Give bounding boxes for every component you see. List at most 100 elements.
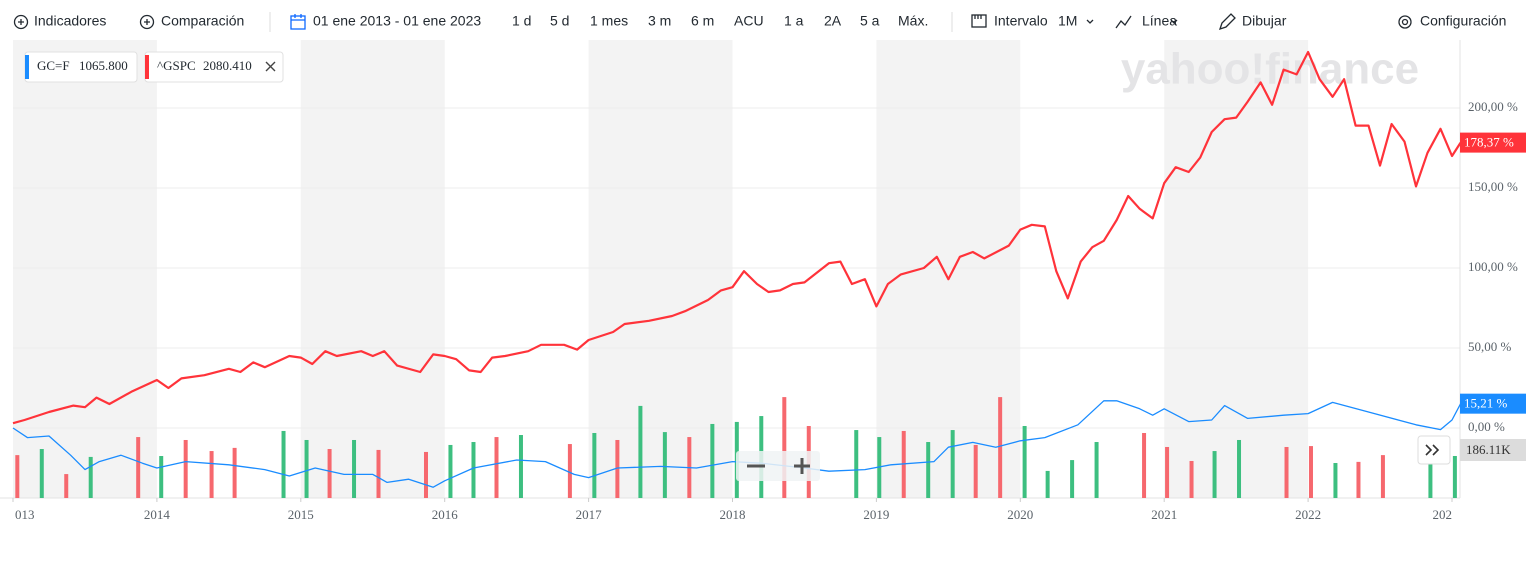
- volume-bar: [1142, 432, 1147, 498]
- year-band: [13, 40, 157, 498]
- end-label: 178,37 %: [1464, 135, 1514, 150]
- end-badge: [1460, 439, 1526, 461]
- x-tick-label: 2020: [1007, 507, 1033, 522]
- volume-bar: [518, 435, 523, 498]
- volume-bar: [854, 430, 859, 498]
- x-tick-label: 2018: [720, 507, 746, 522]
- volume-bar: [327, 449, 332, 498]
- volume-bar: [209, 451, 214, 498]
- x-tick-label: 2017: [576, 507, 603, 522]
- volume-bar: [1237, 439, 1242, 498]
- zoom-controls: [736, 435, 1451, 481]
- end-label: 186.11K: [1466, 442, 1511, 457]
- toolbar-icons: [13, 12, 1412, 32]
- toolbar-item[interactable]: 5 d: [550, 13, 569, 29]
- end-badge: [1460, 393, 1526, 414]
- volume-bar: [1165, 446, 1170, 498]
- year-band: [1164, 40, 1309, 498]
- series-line: [12, 50, 1462, 425]
- volume-bar: [973, 444, 978, 498]
- volume-bar: [567, 444, 572, 498]
- toolbar-item[interactable]: 1 mes: [590, 13, 628, 29]
- volume-bar: [232, 447, 237, 498]
- volume-bar: [1045, 470, 1050, 498]
- legend-name: ^GSPC: [157, 58, 196, 73]
- volume-bar: [926, 442, 931, 498]
- volume-bar: [1189, 460, 1194, 498]
- toolbar-item[interactable]: ACU: [734, 13, 764, 29]
- x-tick-label: 2016: [432, 507, 459, 522]
- volume-bar: [1094, 442, 1099, 498]
- toolbar-item[interactable]: 2A: [824, 13, 842, 29]
- toolbar-item[interactable]: Indicadores: [34, 13, 106, 29]
- toolbar-item[interactable]: 3 m: [648, 13, 671, 29]
- volume-bar: [304, 439, 309, 498]
- x-tick-label: 2015: [288, 507, 314, 522]
- toolbar-item[interactable]: Configuración: [1420, 13, 1506, 29]
- legend-name: GC=F: [37, 58, 70, 73]
- year-band: [876, 40, 1021, 498]
- volume-bar: [615, 439, 620, 498]
- volume-bar: [1022, 425, 1027, 498]
- x-tick-label: 2021: [1151, 507, 1177, 522]
- y-tick-label: 100,00 %: [1468, 259, 1518, 274]
- end-label: 15,21 %: [1464, 396, 1508, 411]
- volume-bar: [159, 456, 164, 498]
- volume-bar: [64, 474, 69, 498]
- volume-bar: [710, 423, 715, 498]
- legend-close[interactable]: [265, 61, 276, 72]
- volume-bar: [950, 430, 955, 498]
- watermark: yahoo!finance: [1121, 45, 1419, 94]
- y-tick-label: 200,00 %: [1468, 99, 1518, 114]
- toolbar-item[interactable]: 1 a: [784, 13, 804, 29]
- volume-bar: [1070, 460, 1075, 498]
- toolbar-item[interactable]: Intervalo: [994, 13, 1048, 29]
- x-tick-label: 2022: [1295, 507, 1321, 522]
- volume-bar: [1212, 451, 1217, 498]
- toolbar-item[interactable]: Línea: [1142, 13, 1177, 29]
- y-tick-label: 50,00 %: [1468, 339, 1512, 354]
- x-tick-label: 2019: [863, 507, 889, 522]
- y-tick-label: 0,00 %: [1468, 419, 1505, 434]
- volume-bar: [423, 451, 428, 498]
- toolbar-item[interactable]: 01 ene 2013 - 01 ene 2023: [313, 13, 481, 29]
- volume-bar: [183, 439, 188, 498]
- toolbar-item[interactable]: Dibujar: [1242, 13, 1287, 29]
- volume-bar: [1380, 455, 1385, 498]
- legend-price: 2080.410: [203, 58, 252, 73]
- legend-swatch: [25, 55, 29, 79]
- volume-bar: [1356, 461, 1361, 498]
- volume-bar: [376, 449, 381, 498]
- volume-bar: [998, 397, 1003, 498]
- toolbar-item[interactable]: 6 m: [691, 13, 714, 29]
- legend-swatch: [145, 55, 149, 79]
- volume-bar: [448, 444, 453, 498]
- volume-bar: [662, 432, 667, 498]
- volume-bar: [88, 456, 93, 498]
- volume-bar: [1284, 446, 1289, 498]
- toolbar-item[interactable]: Comparación: [161, 13, 244, 29]
- volume-bar: [1308, 446, 1313, 498]
- toolbar-item[interactable]: 1 d: [512, 13, 531, 29]
- toolbar-item[interactable]: Máx.: [898, 13, 928, 29]
- volume-bar: [1333, 463, 1338, 498]
- volume-bar: [494, 437, 499, 498]
- volume-bar: [352, 439, 357, 498]
- end-badge: [1460, 132, 1526, 153]
- volume-bar: [638, 405, 643, 498]
- x-tick-label: 2014: [144, 507, 171, 522]
- volume-bar: [15, 455, 20, 498]
- x-tick-label: 202: [1433, 507, 1453, 522]
- volume-bar: [1428, 455, 1433, 498]
- toolbar-item[interactable]: 1M: [1058, 13, 1077, 29]
- legend-price: 1065.800: [79, 58, 128, 73]
- volume-bar: [136, 437, 141, 498]
- year-band: [588, 40, 733, 498]
- volume-bar: [281, 430, 286, 498]
- volume-bar: [782, 397, 787, 498]
- year-band: [300, 40, 445, 498]
- x-tick-label: 013: [15, 507, 35, 522]
- y-tick-label: 150,00 %: [1468, 179, 1518, 194]
- toolbar-item[interactable]: 5 a: [860, 13, 880, 29]
